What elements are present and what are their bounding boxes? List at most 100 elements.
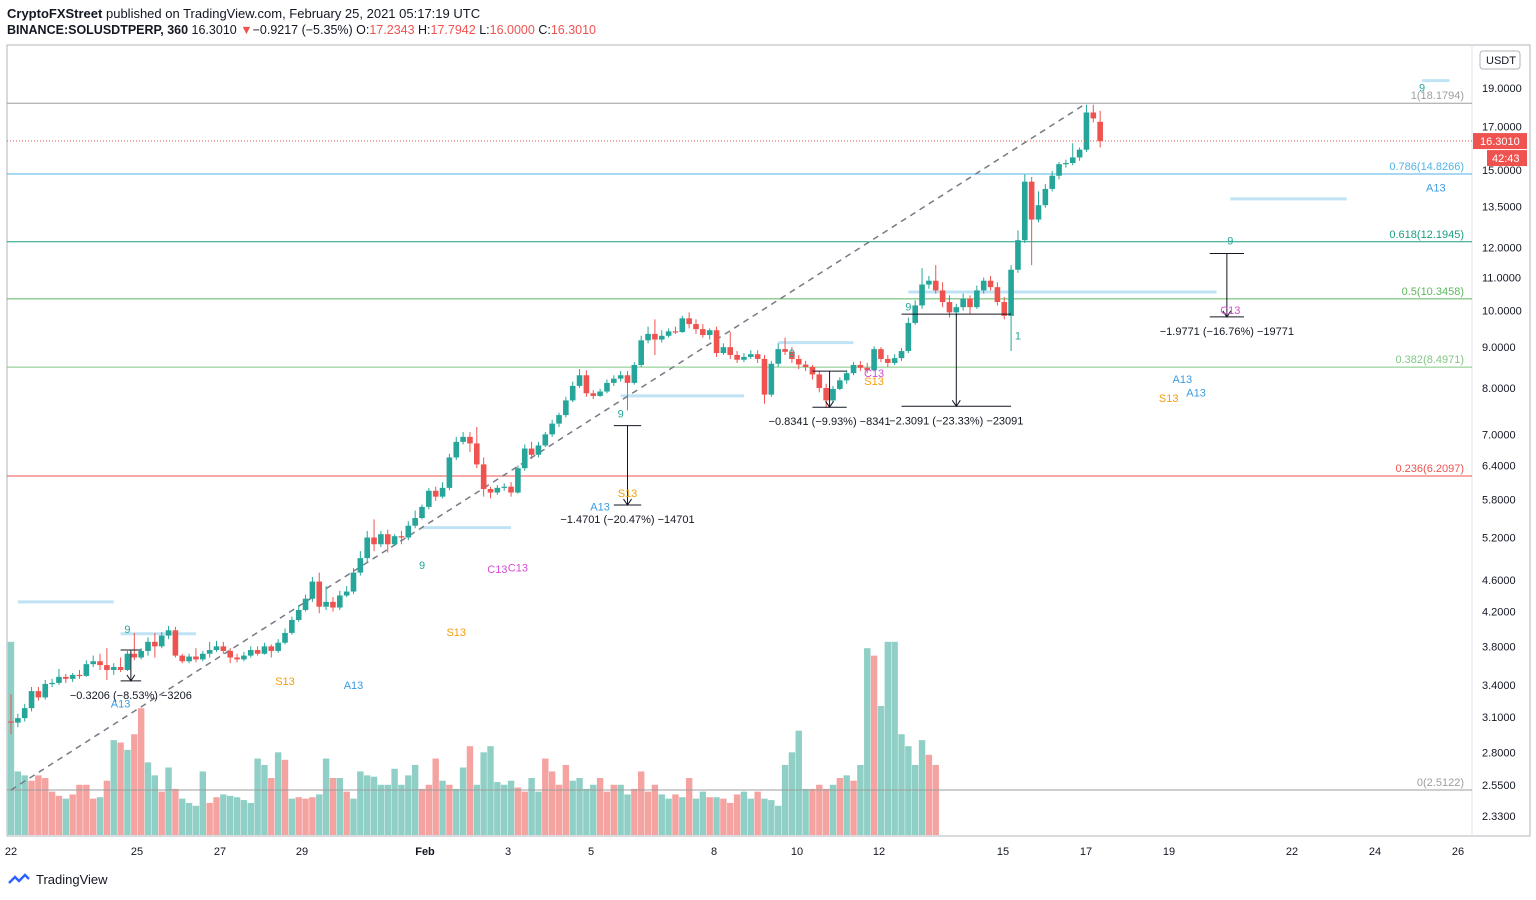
candle-body (576, 375, 583, 386)
volume-bar (850, 780, 857, 835)
candle-body (316, 581, 323, 607)
volume-bar (459, 767, 467, 835)
candle-body (364, 537, 370, 559)
measure-label: −1.9771 (−16.76%) −19771 (1160, 326, 1294, 338)
volume-bar (220, 794, 227, 835)
td-label: 9 (124, 624, 130, 636)
volume-bar (487, 746, 494, 835)
volume-bar (7, 641, 15, 835)
volume-bar (391, 768, 398, 835)
volume-bar (932, 764, 939, 835)
candle-body (480, 464, 487, 490)
y-tick-label: 13.5000 (1482, 201, 1522, 213)
candle-body (15, 718, 21, 723)
y-tick-label: 7.0000 (1482, 429, 1516, 441)
volume-bar (521, 791, 528, 835)
candle-body (665, 331, 672, 336)
volume-bar (562, 764, 570, 835)
candle-body (295, 609, 302, 620)
open-value: 17.2343 (369, 23, 415, 37)
volume-bar (28, 780, 35, 835)
volume-bar (288, 798, 296, 835)
volume-bar (83, 784, 90, 835)
volume-bar (870, 655, 878, 835)
volume-bar (103, 780, 111, 835)
volume-bar (158, 791, 165, 835)
volume-bar (76, 784, 83, 835)
volume-bar (740, 791, 748, 835)
candle-body (782, 349, 788, 352)
fib-level-label: 1(18.1794) (1411, 90, 1464, 102)
volume-bar (131, 734, 138, 835)
volume-bar (891, 641, 898, 835)
countdown-badge (1487, 150, 1527, 167)
volume-bar (761, 798, 768, 835)
volume-bar (918, 740, 926, 835)
candle-body (21, 708, 28, 719)
change-arrow-icon: ▼ (240, 23, 253, 37)
candle-body (549, 423, 555, 435)
td-label: S13 (864, 376, 884, 388)
td-label: S13 (446, 627, 466, 639)
candle-body (487, 489, 494, 493)
volume-bar (137, 708, 145, 835)
candle-body (247, 650, 254, 656)
candle-body (1056, 164, 1062, 176)
candle-body (727, 347, 734, 355)
candle-body (1076, 149, 1083, 158)
volume-bar (295, 797, 302, 835)
candle-body (885, 358, 891, 363)
x-tick-label: 27 (214, 846, 226, 858)
volume-bar (692, 798, 700, 835)
x-tick-label: 22 (5, 846, 17, 858)
brand-name[interactable]: TradingView (36, 872, 108, 887)
volume-bar (357, 771, 364, 835)
candle-body (850, 364, 857, 374)
volume-bar (672, 794, 679, 835)
candle-body (748, 354, 754, 357)
y-tick-label: 4.6000 (1482, 575, 1516, 587)
x-tick-label: 19 (1163, 846, 1175, 858)
candle-body (412, 518, 418, 526)
candle-body (583, 375, 590, 394)
fib-level-label: 0.786(14.8266) (1389, 161, 1464, 173)
candle-body (528, 448, 535, 455)
publisher-name[interactable]: CryptoFXStreet (7, 6, 103, 21)
y-tick-label: 11.0000 (1482, 273, 1521, 285)
candle-body (795, 358, 802, 365)
candle-body (521, 448, 528, 469)
close-value: 16.3010 (550, 23, 596, 37)
td-label: C13 (487, 564, 507, 576)
candle-body (556, 415, 562, 424)
y-tick-label: 12.0000 (1482, 242, 1522, 254)
currency-badge (1479, 50, 1521, 70)
volume-bar (69, 794, 76, 835)
candle-body (604, 382, 610, 392)
td-label: 9 (618, 408, 624, 420)
volume-bar (473, 784, 480, 835)
candle-body (508, 486, 514, 493)
currency-label: USDT (1486, 55, 1516, 67)
volume-bar (165, 767, 172, 835)
y-tick-label: 10.0000 (1482, 306, 1522, 318)
td-label: 9 (1419, 83, 1425, 95)
volume-bar (822, 788, 830, 835)
y-tick-label: 5.2000 (1482, 533, 1516, 545)
x-tick-label: 12 (873, 846, 885, 858)
candle-body (617, 375, 624, 379)
volume-bar (377, 784, 385, 835)
td-label: 9 (419, 560, 425, 572)
volume-bar (596, 778, 604, 835)
candle-body (672, 331, 679, 333)
countdown-badge-text: 42:43 (1492, 153, 1520, 165)
candle-body (1001, 302, 1008, 316)
measure-arrow-head (825, 400, 834, 409)
candle-body (1069, 157, 1076, 164)
y-tick-label: 17.0000 (1482, 121, 1522, 133)
candle-body (337, 595, 343, 608)
volume-bar (233, 797, 241, 835)
volume-bar (501, 784, 508, 835)
candle-body (49, 682, 55, 685)
volume-bar (788, 752, 796, 835)
